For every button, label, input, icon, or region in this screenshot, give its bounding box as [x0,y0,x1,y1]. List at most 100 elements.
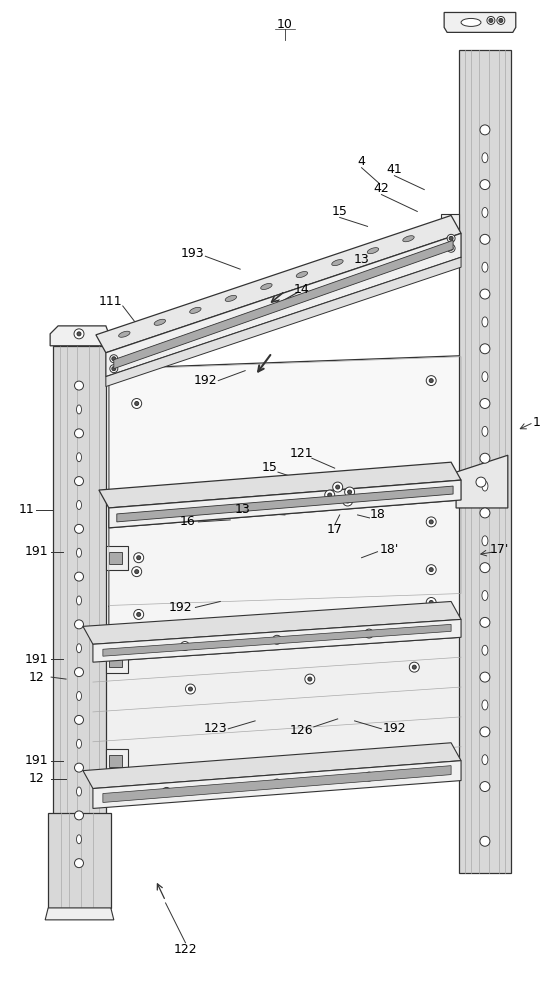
Circle shape [134,609,144,619]
Text: 17: 17 [327,523,343,536]
Circle shape [74,572,84,581]
Circle shape [185,684,195,694]
Circle shape [365,629,373,638]
Circle shape [497,16,505,24]
Circle shape [447,244,455,252]
Polygon shape [459,50,511,873]
Circle shape [480,234,490,244]
Polygon shape [53,346,106,898]
Polygon shape [456,455,508,508]
Text: 12: 12 [29,772,44,785]
Polygon shape [83,743,461,789]
Circle shape [74,859,84,868]
Circle shape [74,811,84,820]
Ellipse shape [482,262,488,272]
Polygon shape [109,356,461,606]
Circle shape [480,836,490,846]
Text: 122: 122 [174,943,197,956]
Polygon shape [103,624,451,656]
Circle shape [324,490,335,500]
Text: 191: 191 [24,754,48,767]
Text: 15: 15 [332,205,348,218]
Polygon shape [99,462,461,508]
Circle shape [480,399,490,408]
Circle shape [345,487,355,497]
Text: 13: 13 [354,253,370,266]
Polygon shape [444,12,516,32]
Text: 121: 121 [290,447,314,460]
Circle shape [480,180,490,190]
Circle shape [447,234,455,242]
Ellipse shape [482,317,488,327]
Text: 123: 123 [204,722,227,735]
Polygon shape [117,486,453,522]
Text: 192: 192 [383,722,406,735]
Circle shape [426,376,436,386]
Circle shape [308,677,312,681]
Text: 12: 12 [29,671,44,684]
Circle shape [336,485,340,489]
Circle shape [365,772,373,781]
Ellipse shape [482,207,488,217]
Circle shape [74,668,84,677]
Ellipse shape [367,248,379,254]
Ellipse shape [332,260,343,266]
Circle shape [480,453,490,463]
Circle shape [110,355,118,363]
Polygon shape [106,649,128,673]
Circle shape [449,236,453,240]
Circle shape [132,399,142,408]
Polygon shape [109,755,122,767]
Polygon shape [106,257,461,387]
Ellipse shape [482,755,488,765]
Ellipse shape [119,331,130,337]
Text: 16: 16 [179,515,195,528]
Polygon shape [45,908,114,920]
Circle shape [110,365,118,373]
Circle shape [74,620,84,629]
Circle shape [162,787,171,796]
Circle shape [333,482,343,492]
Circle shape [74,477,84,486]
Ellipse shape [482,591,488,600]
Circle shape [429,600,433,604]
Polygon shape [106,233,461,377]
Text: 13: 13 [234,503,250,516]
Polygon shape [93,637,461,784]
Circle shape [132,567,142,577]
Circle shape [480,563,490,573]
Circle shape [426,517,436,527]
Circle shape [74,715,84,724]
Circle shape [489,18,493,22]
Ellipse shape [76,787,81,796]
Text: 11: 11 [18,503,34,516]
Circle shape [112,367,116,371]
Circle shape [275,782,279,786]
Ellipse shape [482,700,488,710]
Circle shape [345,499,350,503]
Circle shape [183,644,187,648]
Polygon shape [106,749,128,773]
Ellipse shape [76,500,81,509]
Circle shape [112,357,116,361]
Circle shape [480,125,490,135]
Ellipse shape [76,596,81,605]
Text: 111: 111 [99,295,123,308]
Text: 15: 15 [262,461,278,474]
Polygon shape [103,766,451,802]
Circle shape [476,477,486,487]
Polygon shape [83,601,461,644]
Polygon shape [93,619,461,662]
Ellipse shape [261,283,272,290]
Ellipse shape [482,426,488,436]
Polygon shape [93,761,461,808]
Circle shape [164,790,168,794]
Circle shape [189,687,192,691]
Text: 18: 18 [370,508,386,521]
Ellipse shape [76,644,81,653]
Circle shape [367,632,371,636]
Polygon shape [109,552,122,564]
Text: 4: 4 [358,155,366,168]
Ellipse shape [154,319,166,325]
Circle shape [272,635,282,644]
